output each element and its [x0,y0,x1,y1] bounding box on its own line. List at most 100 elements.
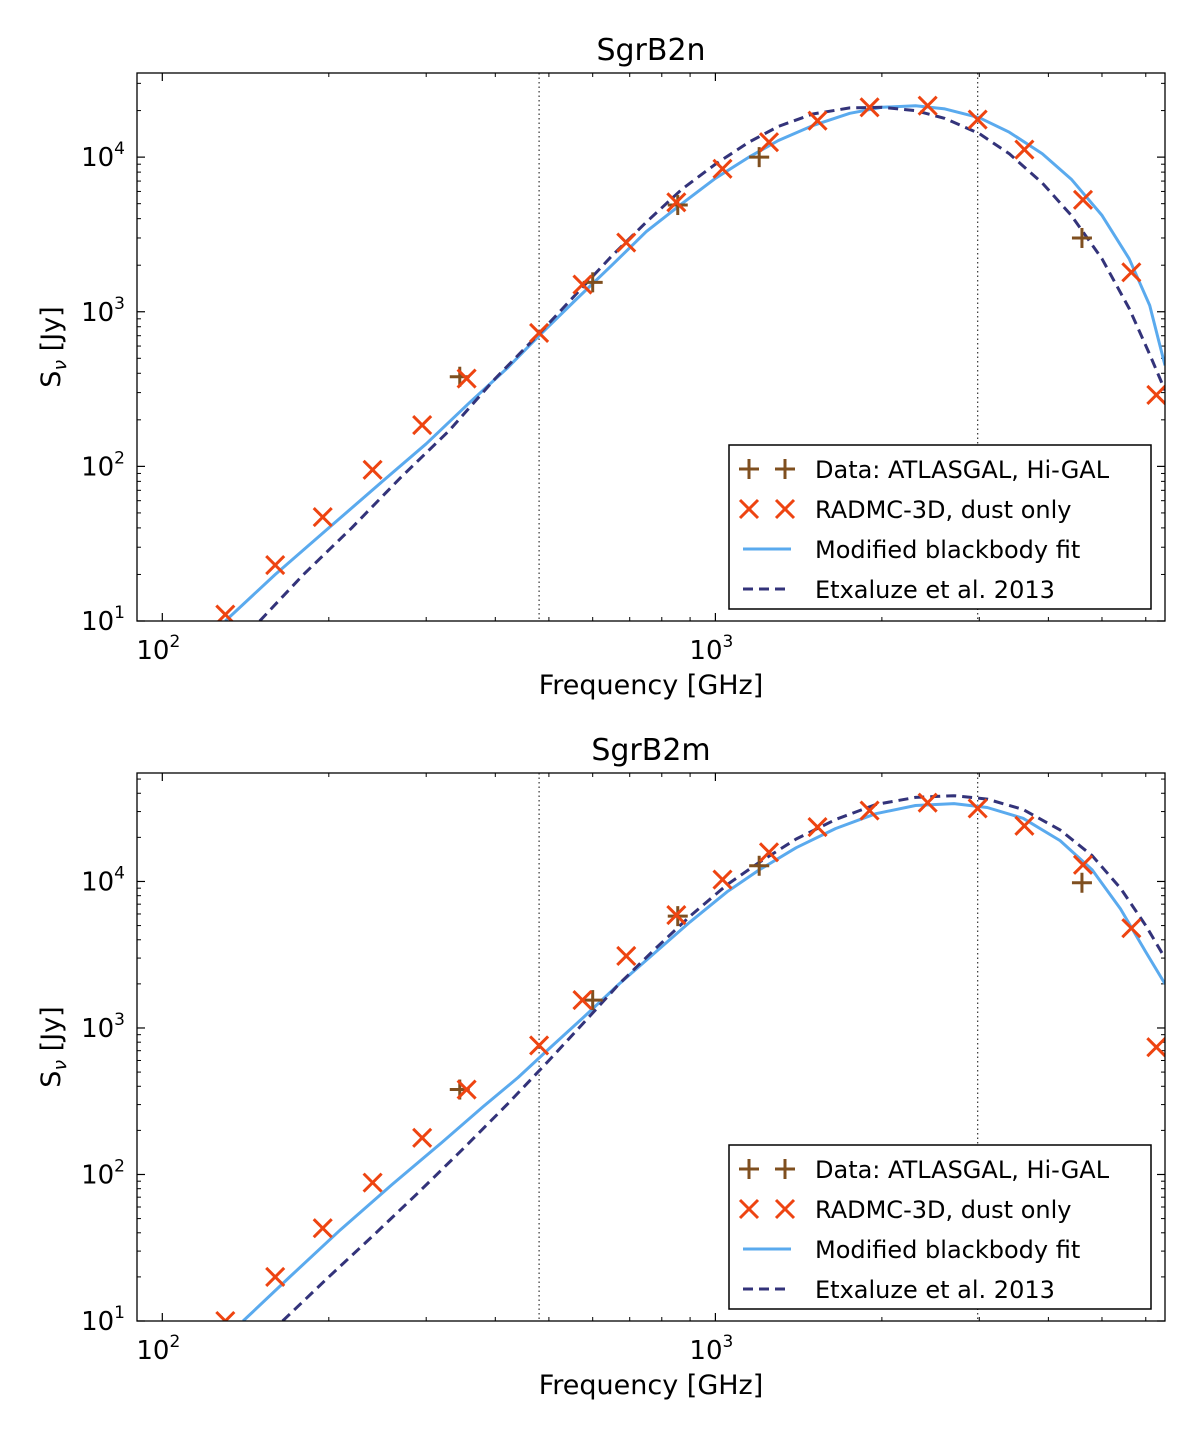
model-point-x [1072,189,1094,210]
model-point-x [967,109,988,130]
legend-label: RADMC-3D, dust only [815,1196,1072,1224]
model-point-x [1014,139,1035,160]
x-axis-label: Frequency [GHz] [539,1370,764,1401]
y-tick-base: 10 [81,867,114,897]
x-tick-base: 10 [689,636,722,666]
y-label-main: S [36,1071,67,1088]
x-tick-base: 10 [136,1336,169,1366]
model-point-x-b [412,415,433,436]
model-point-x [529,1035,550,1056]
blackbody-fit-line [242,802,1165,1321]
model-point-x [572,274,593,295]
model-point-x [807,110,828,131]
y-tick-base: 10 [81,143,114,173]
legend-label: Etxaluze et al. 2013 [815,1276,1055,1304]
legend-label: Etxaluze et al. 2013 [815,576,1055,604]
y-tick-exponent: 3 [114,1010,125,1030]
model-point-x-b [312,1218,333,1239]
legend-marker [739,1159,759,1179]
chart-title: SgrB2m [591,733,710,768]
model-point-x [758,132,780,153]
model-point-x [572,990,593,1011]
model-point-x-b [362,1172,383,1193]
model-point-x [529,322,550,343]
x-tick-label: 103 [689,1332,733,1366]
model-point-x-b [312,507,333,528]
model-point-x-b [1121,262,1142,283]
model-point-x-b [529,322,550,343]
x-tick-base: 10 [136,636,169,666]
y-tick-exponent: 4 [114,139,125,159]
model-point-x [967,798,988,819]
model-point-x-b [758,132,780,153]
y-tick-exponent: 4 [114,863,125,883]
plot-area [215,792,1165,1321]
model-point-x [666,904,687,926]
model-point-x [312,507,333,528]
model-point-x-b [712,158,733,179]
model-point-x-b [412,1127,433,1148]
legend-label: RADMC-3D, dust only [815,496,1072,524]
model-point-x-b [917,792,938,813]
data-point-plus [749,147,770,168]
model-point-x-b [967,109,988,130]
y-tick-exponent: 2 [114,1156,125,1176]
model-point-x-b [807,110,828,131]
y-label-subscript: ν [49,1060,71,1071]
y-axis-label: Sν [Jy] [36,306,71,387]
model-point-x-b [712,869,733,890]
model-point-x [1146,1037,1165,1058]
model-point-x-b [807,817,828,838]
x-tick-label: 102 [136,632,180,666]
legend-marker-b [774,498,796,520]
y-tick-label: 104 [81,863,125,897]
legend-marker [774,498,796,520]
model-point-x [362,1172,383,1193]
model-point-x-b [529,1035,550,1056]
model-point-x-b [1146,1037,1165,1058]
data-point-plus [1071,872,1092,893]
model-point-x [616,232,637,253]
model-point-x-b [967,798,988,819]
legend-marker-b [738,1198,760,1220]
y-tick-base: 10 [81,1307,114,1337]
y-tick-exponent: 1 [114,1303,125,1323]
x-tick-exponent: 3 [723,1332,734,1352]
y-tick-base: 10 [81,1160,114,1190]
model-point-x-b [456,1079,477,1100]
legend-box [728,444,1152,610]
model-point-x-b [1121,918,1142,939]
y-tick-label: 103 [81,1010,125,1044]
legend-marker [775,1159,795,1179]
model-point-x-b [1072,189,1094,210]
model-point-x-a [215,1310,228,1321]
model-point-x-b [666,904,687,926]
model-point-x [1146,384,1165,405]
model-point-x [412,415,433,436]
legend-box [728,1144,1152,1310]
model-point-x [917,792,938,813]
model-point-x-b [1146,384,1165,405]
x-tick-label: 102 [136,1332,180,1366]
y-axis-label: Sν [Jy] [36,1006,71,1087]
legend-marker [739,459,759,479]
model-point-x-b [223,1310,236,1321]
legend: Data: ATLASGAL, Hi-GAL RADMC-3D, dust onl… [728,444,1152,610]
y-tick-label: 102 [81,1156,125,1190]
y-tick-base: 10 [81,452,114,482]
model-point-x-b [758,842,780,863]
legend-marker [774,1198,796,1220]
y-tick-label: 104 [81,139,125,173]
model-point-x [859,800,880,821]
y-label-unit: [Jy] [36,306,67,360]
legend-marker [775,459,795,479]
y-label-subscript: ν [49,360,71,371]
etxaluze-line [258,105,1165,621]
model-point-x-b [572,990,593,1011]
model-point-x-b [1072,854,1094,875]
model-point-x-b [859,800,880,821]
model-point-x-b [666,192,687,213]
model-point-x [1121,262,1142,283]
